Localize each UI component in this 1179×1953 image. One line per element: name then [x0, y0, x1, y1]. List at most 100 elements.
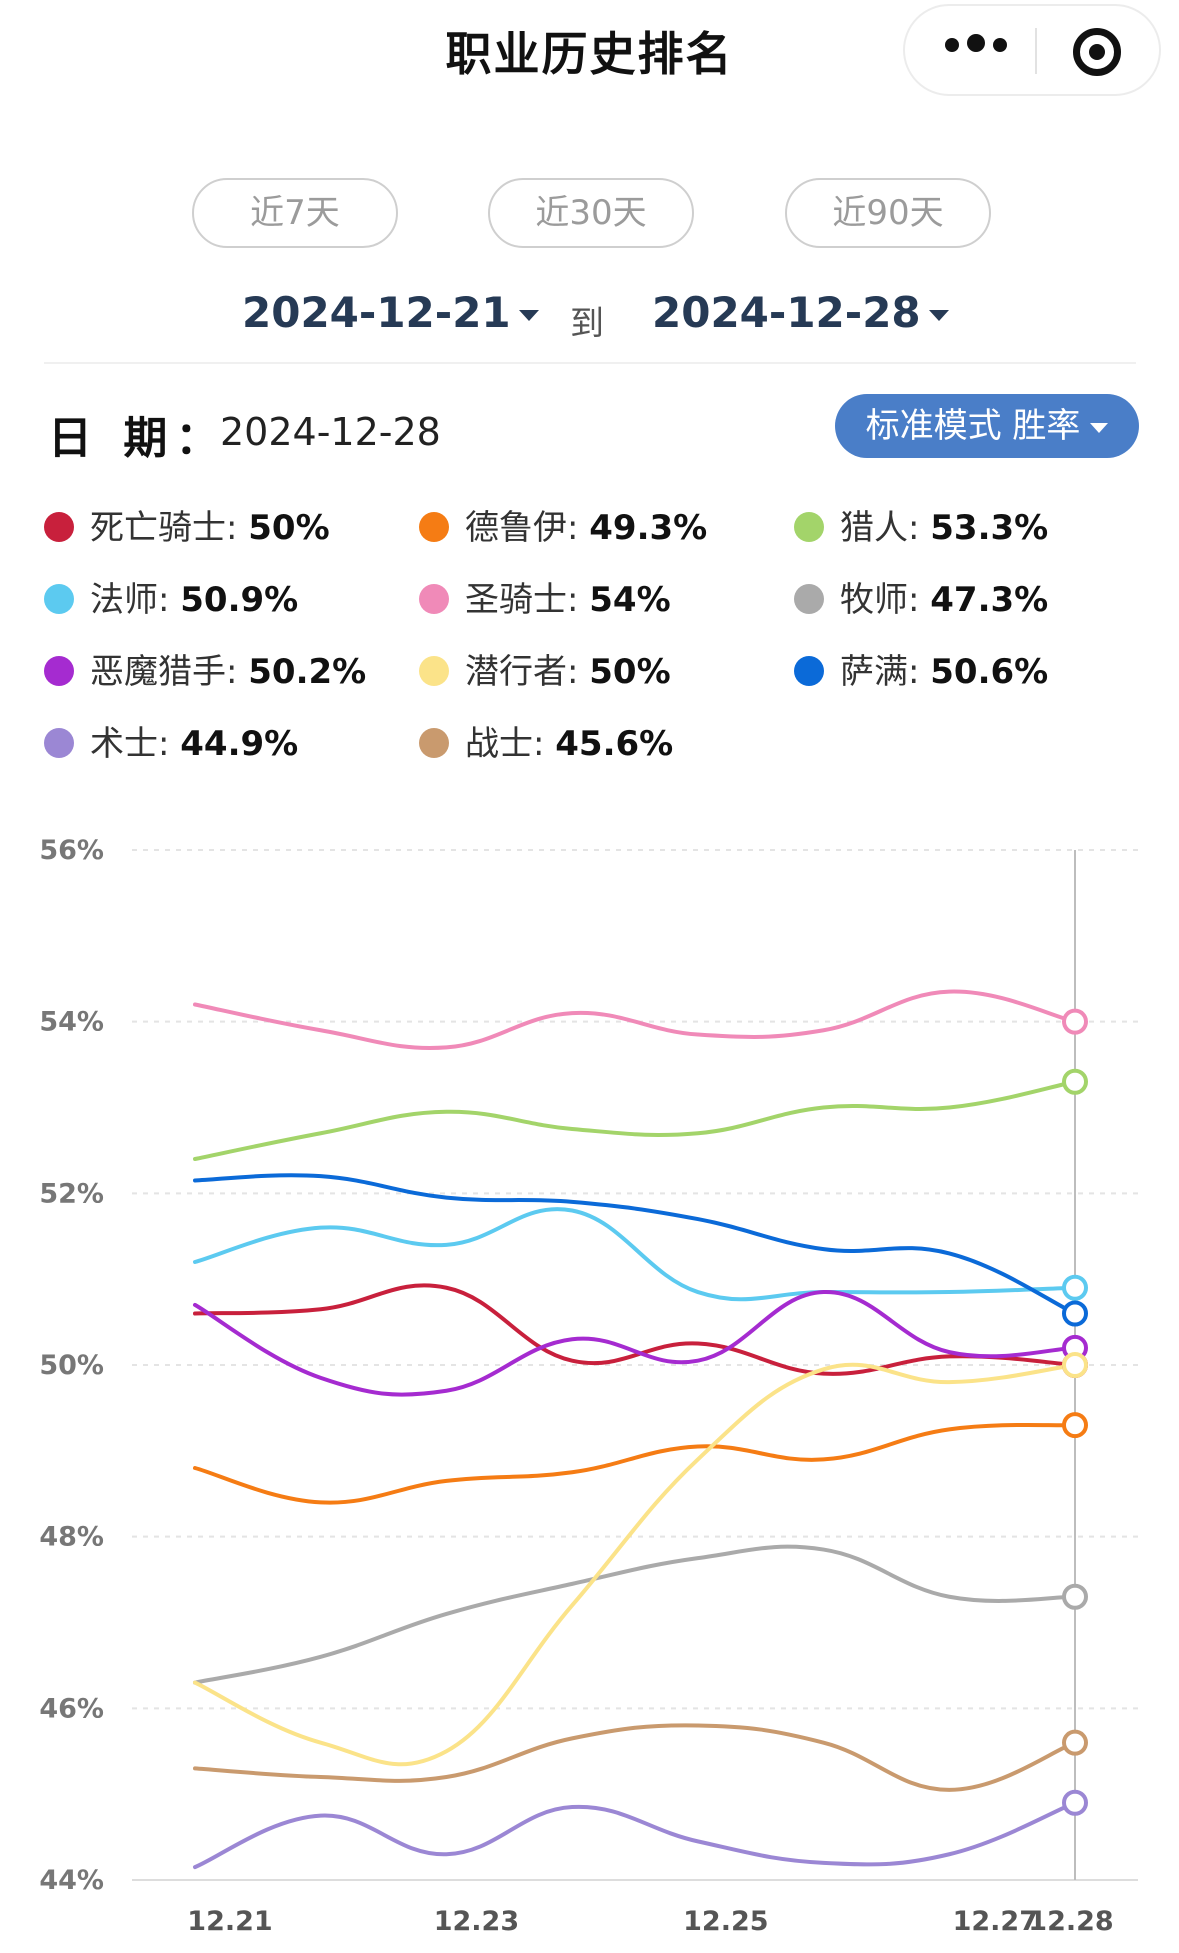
legend-item[interactable]: 法师: 50.9%: [44, 572, 298, 622]
series-end-marker: [1062, 1274, 1088, 1301]
x-tick-label: 12.21: [187, 1906, 272, 1937]
y-tick-label: 44%: [39, 1865, 104, 1896]
series-end-marker: [1062, 1789, 1088, 1816]
legend-series-value: 45.6%: [555, 724, 674, 764]
legend-item[interactable]: 萨满: 50.6%: [794, 644, 1048, 694]
range-7-days-button[interactable]: 近7天: [192, 178, 398, 248]
mini-program-capsule: [903, 4, 1161, 96]
legend-item[interactable]: 术士: 44.9%: [44, 716, 298, 766]
win-rate-line-chart: 44%46%48%50%52%54%56% 12.21 12.23 12.25 12.…: [39, 835, 1138, 1937]
series-line: [193, 1207, 1077, 1302]
legend-series-name: 死亡骑士:: [90, 508, 249, 548]
chevron-down-icon: [1090, 422, 1109, 433]
x-tick-label: 12.25: [683, 1906, 768, 1937]
legend-series-name: 法师:: [90, 580, 181, 620]
series-line: [193, 1283, 1077, 1376]
series-end-marker: [1062, 1300, 1088, 1327]
legend-item[interactable]: 战士: 45.6%: [419, 716, 673, 766]
legend-series-name: 猎人:: [840, 508, 931, 548]
legend-series-value: 50%: [248, 508, 330, 548]
legend-color-dot: [794, 583, 824, 614]
series-line: [193, 1290, 1077, 1397]
legend-series-name: 术士:: [90, 724, 181, 764]
end-date-value: 2024-12-28: [652, 288, 921, 337]
x-tick-label: 12.28: [1028, 1906, 1113, 1937]
legend-series-value: 53.3%: [930, 508, 1049, 548]
series-end-marker: [1062, 1729, 1088, 1756]
legend-series-value: 50.6%: [930, 652, 1049, 692]
legend-item[interactable]: 牧师: 47.3%: [794, 572, 1048, 622]
y-tick-label: 48%: [39, 1522, 104, 1553]
to-label: 到: [570, 304, 604, 344]
legend-series-name: 恶魔猎手:: [90, 652, 249, 692]
y-tick-label: 52%: [39, 1178, 104, 1209]
legend-color-dot: [419, 511, 449, 542]
legend-series-value: 47.3%: [930, 580, 1049, 620]
legend-color-dot: [419, 727, 449, 758]
grid-lines: [132, 849, 1138, 1881]
legend-item[interactable]: 死亡骑士: 50%: [44, 500, 330, 550]
y-tick-label: 50%: [39, 1350, 104, 1381]
legend-series-name: 圣骑士:: [465, 580, 590, 620]
range-30-days-button[interactable]: 近30天: [488, 178, 694, 248]
y-axis-ticks: 44% 46% 48% 50% 52% 54% 56%: [39, 835, 104, 1896]
series-end-marker: [1062, 1583, 1088, 1610]
series-line: [193, 1544, 1077, 1685]
range-90-days-button[interactable]: 近90天: [785, 178, 991, 248]
start-date-picker[interactable]: 2024-12-21: [242, 288, 539, 348]
legend-series-name: 战士:: [465, 724, 556, 764]
legend-color-dot: [419, 655, 449, 686]
legend-series-name: 德鲁伊:: [465, 508, 590, 548]
series-end-marker: [1062, 1008, 1088, 1035]
x-tick-label: 12.27: [953, 1906, 1038, 1937]
mode-label: 标准模式 胜率: [865, 406, 1081, 446]
series-line: [193, 1422, 1077, 1505]
legend-series-name: 萨满:: [840, 652, 931, 692]
page-title: 职业历史排名: [445, 27, 734, 81]
series-lines: [193, 989, 1077, 1870]
series-line: [193, 1800, 1077, 1870]
legend-item[interactable]: 潜行者: 50%: [419, 644, 671, 694]
series-line: [193, 1723, 1077, 1792]
legend-item[interactable]: 德鲁伊: 49.3%: [419, 500, 707, 550]
series-end-markers: [1062, 1008, 1088, 1816]
legend-color-dot: [794, 511, 824, 542]
legend-series-name: 牧师:: [840, 580, 931, 620]
legend-series-value: 50.2%: [248, 652, 367, 692]
legend-color-dot: [794, 655, 824, 686]
title-bar: 职业历史排名: [0, 0, 1179, 110]
y-tick-label: 46%: [39, 1693, 104, 1724]
legend-series-value: 44.9%: [180, 724, 299, 764]
more-icon[interactable]: [945, 34, 1045, 64]
chevron-down-icon: [928, 310, 949, 321]
close-target-icon[interactable]: [1073, 28, 1121, 76]
legend-series-name: 潜行者:: [465, 652, 590, 692]
y-tick-label: 56%: [39, 835, 104, 866]
legend-color-dot: [44, 727, 74, 758]
series-line: [193, 989, 1077, 1050]
legend-color-dot: [44, 655, 74, 686]
series-line: [193, 1173, 1077, 1316]
legend-item[interactable]: 猎人: 53.3%: [794, 500, 1048, 550]
legend-item[interactable]: 圣骑士: 54%: [419, 572, 671, 622]
legend-series-value: 49.3%: [589, 508, 708, 548]
end-date-picker[interactable]: 2024-12-28: [652, 288, 949, 348]
series-end-marker: [1062, 1352, 1088, 1378]
legend-series-value: 54%: [589, 580, 671, 620]
legend-series-value: 50%: [589, 652, 671, 692]
chevron-down-icon: [518, 310, 539, 321]
series-line: [193, 1079, 1077, 1161]
legend-item[interactable]: 恶魔猎手: 50.2%: [44, 644, 366, 694]
mode-dropdown-button[interactable]: 标准模式 胜率: [835, 394, 1139, 458]
legend-color-dot: [44, 511, 74, 542]
legend-series-value: 50.9%: [180, 580, 299, 620]
y-tick-label: 54%: [39, 1007, 104, 1038]
legend-color-dot: [44, 583, 74, 614]
series-end-marker: [1062, 1412, 1088, 1439]
x-tick-label: 12.23: [434, 1906, 519, 1937]
date-label: 日 期：: [48, 413, 228, 464]
series-line: [193, 1362, 1077, 1767]
divider: [44, 362, 1136, 364]
selected-date: 2024-12-28: [220, 410, 441, 454]
